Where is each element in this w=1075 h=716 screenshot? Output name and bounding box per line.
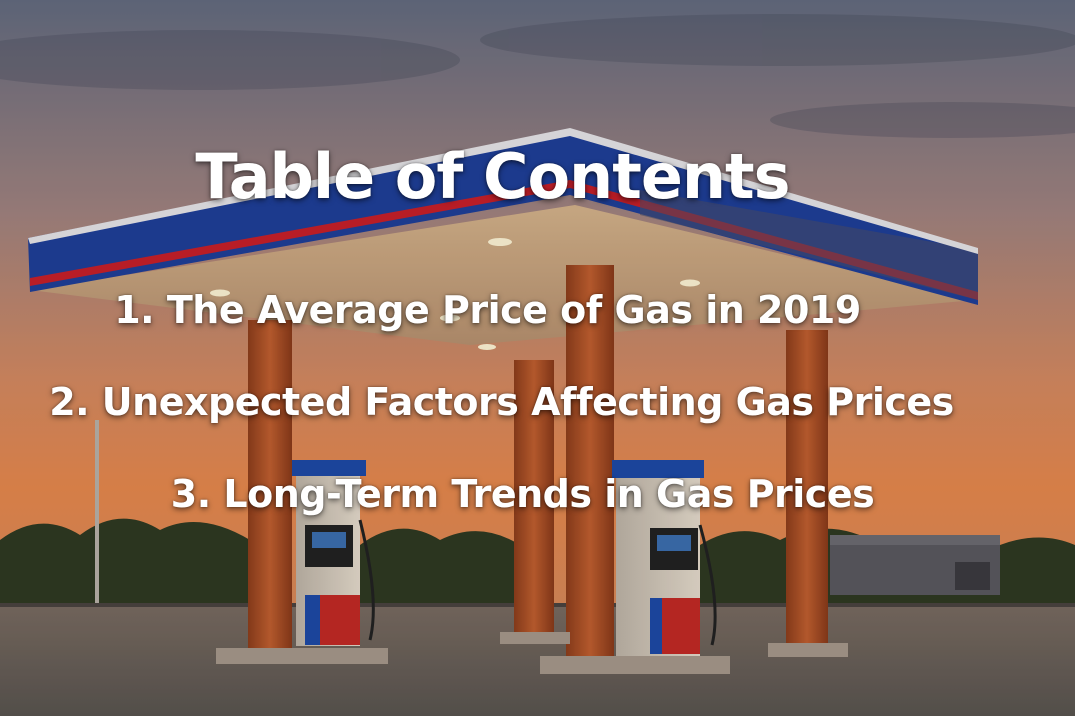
canopy-underside xyxy=(30,205,975,345)
toc-item-1: 1. The Average Price of Gas in 2019 xyxy=(114,288,861,332)
column-bases xyxy=(216,632,848,674)
building xyxy=(830,535,1000,595)
toc-item-2: 2. Unexpected Factors Affecting Gas Pric… xyxy=(49,380,954,424)
toc-item-3: 3. Long-Term Trends in Gas Prices xyxy=(170,472,875,516)
canopy-fascia xyxy=(640,190,978,300)
toc-title: Table of Contents xyxy=(195,140,790,213)
canopy-lights xyxy=(210,238,700,350)
canopy-columns xyxy=(248,265,828,660)
fuel-pump-center xyxy=(612,460,717,656)
fuel-pump-left xyxy=(292,460,375,646)
clouds xyxy=(0,14,1075,138)
light-pole xyxy=(95,420,99,610)
